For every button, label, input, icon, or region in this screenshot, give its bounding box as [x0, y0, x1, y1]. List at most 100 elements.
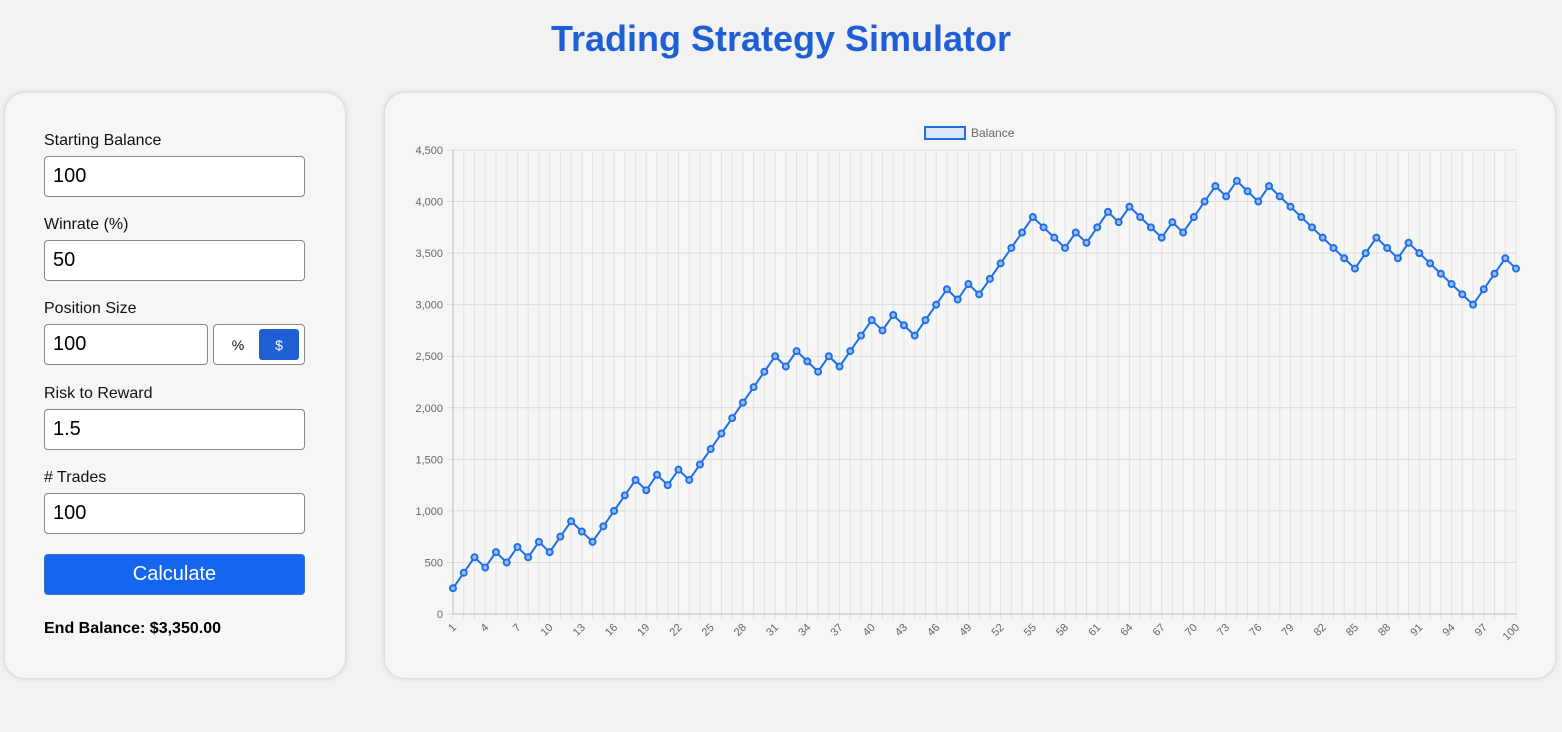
settings-panel: Starting Balance Winrate (%) Position Si…	[5, 93, 345, 678]
balance-point	[964, 280, 973, 289]
balance-point	[1146, 223, 1155, 232]
balance-point	[610, 506, 619, 515]
balance-point	[1501, 254, 1510, 263]
y-tick-label: 1,000	[415, 506, 443, 518]
x-tick-label: 43	[893, 622, 910, 639]
balance-point	[1200, 197, 1209, 206]
balance-point	[534, 537, 543, 546]
balance-point	[1393, 254, 1402, 263]
balance-point	[1232, 176, 1241, 185]
balance-point	[1222, 192, 1231, 201]
x-tick-label: 73	[1215, 622, 1232, 639]
balance-point	[728, 414, 737, 423]
x-tick-label: 31	[764, 622, 781, 639]
balance-point	[1125, 202, 1134, 211]
balance-point	[599, 522, 608, 531]
balance-point	[975, 290, 984, 299]
percent-mode-button[interactable]: %	[218, 329, 258, 360]
balance-point	[889, 310, 898, 319]
balance-point	[1211, 182, 1220, 191]
balance-point	[481, 563, 490, 572]
risk-reward-input[interactable]	[44, 409, 305, 450]
balance-point	[824, 352, 833, 361]
legend-swatch-balance	[924, 126, 966, 140]
balance-point	[1458, 290, 1467, 299]
legend-label-balance: Balance	[971, 126, 1015, 140]
balance-point	[910, 331, 919, 340]
winrate-input[interactable]	[44, 240, 305, 281]
x-tick-label: 82	[1312, 622, 1329, 639]
calculate-button[interactable]: Calculate	[44, 554, 305, 595]
balance-point	[846, 347, 855, 356]
x-tick-label: 61	[1086, 622, 1103, 639]
chart-grid	[447, 149, 1517, 619]
balance-point	[631, 475, 640, 484]
balance-point	[985, 274, 994, 283]
position-size-label: Position Size	[44, 300, 137, 317]
balance-point	[771, 352, 780, 361]
chart-legend: Balance	[924, 126, 1015, 140]
trades-input[interactable]	[44, 493, 305, 534]
balance-point	[706, 445, 715, 454]
starting-balance-label: Starting Balance	[44, 132, 162, 149]
x-tick-label: 37	[829, 622, 846, 639]
y-tick-label: 4,500	[415, 145, 443, 157]
y-tick-label: 3,000	[415, 300, 443, 312]
balance-point	[1082, 238, 1091, 247]
position-size-mode-toggle: % $	[213, 324, 305, 365]
balance-point	[1426, 259, 1435, 268]
x-tick-label: 94	[1441, 622, 1458, 639]
balance-point	[1028, 213, 1037, 222]
balance-point	[1136, 213, 1145, 222]
balance-line	[452, 179, 1517, 589]
balance-point	[717, 429, 726, 438]
balance-point	[642, 486, 651, 495]
balance-point	[1469, 300, 1478, 309]
balance-point	[449, 584, 457, 593]
balance-point	[502, 558, 511, 567]
balance-point	[513, 542, 522, 551]
x-tick-label: 7	[511, 622, 524, 635]
balance-point	[1490, 269, 1499, 278]
balance-point	[1179, 228, 1188, 237]
end-balance-result: End Balance: $3,350.00	[44, 620, 221, 637]
x-tick-label: 4	[479, 622, 492, 635]
balance-point	[1275, 192, 1284, 201]
x-tick-label: 67	[1151, 622, 1168, 639]
dollar-mode-button[interactable]: $	[259, 329, 299, 360]
balance-point	[556, 532, 565, 541]
y-tick-label: 2,500	[415, 351, 443, 363]
x-tick-label: 40	[861, 622, 878, 639]
balance-point	[620, 491, 629, 500]
balance-point	[524, 553, 533, 562]
balance-point	[1318, 233, 1327, 242]
x-tick-label: 16	[603, 622, 620, 639]
x-tick-label: 55	[1022, 622, 1039, 639]
balance-point	[835, 362, 844, 371]
balance-point	[1436, 269, 1445, 278]
x-tick-label: 97	[1473, 622, 1490, 639]
balance-point	[1168, 218, 1177, 227]
balance-point	[921, 316, 930, 325]
y-tick-label: 1,500	[415, 454, 443, 466]
x-tick-label: 64	[1118, 622, 1135, 639]
balance-point	[1404, 238, 1413, 247]
starting-balance-input[interactable]	[44, 156, 305, 197]
balance-point	[738, 398, 747, 407]
balance-point	[695, 460, 704, 469]
balance-point	[1007, 243, 1016, 252]
balance-point	[577, 527, 586, 536]
balance-point	[899, 321, 908, 330]
balance-point	[867, 316, 876, 325]
balance-point	[792, 347, 801, 356]
balance-point	[1018, 228, 1027, 237]
x-tick-label: 52	[990, 622, 1007, 639]
x-tick-label: 28	[732, 622, 749, 639]
x-tick-label: 46	[925, 622, 942, 639]
balance-point	[1071, 228, 1080, 237]
balance-point	[803, 357, 812, 366]
x-tick-label: 100	[1501, 622, 1522, 643]
balance-point	[1361, 249, 1370, 258]
position-size-input[interactable]	[44, 324, 208, 365]
balance-point	[814, 367, 823, 376]
